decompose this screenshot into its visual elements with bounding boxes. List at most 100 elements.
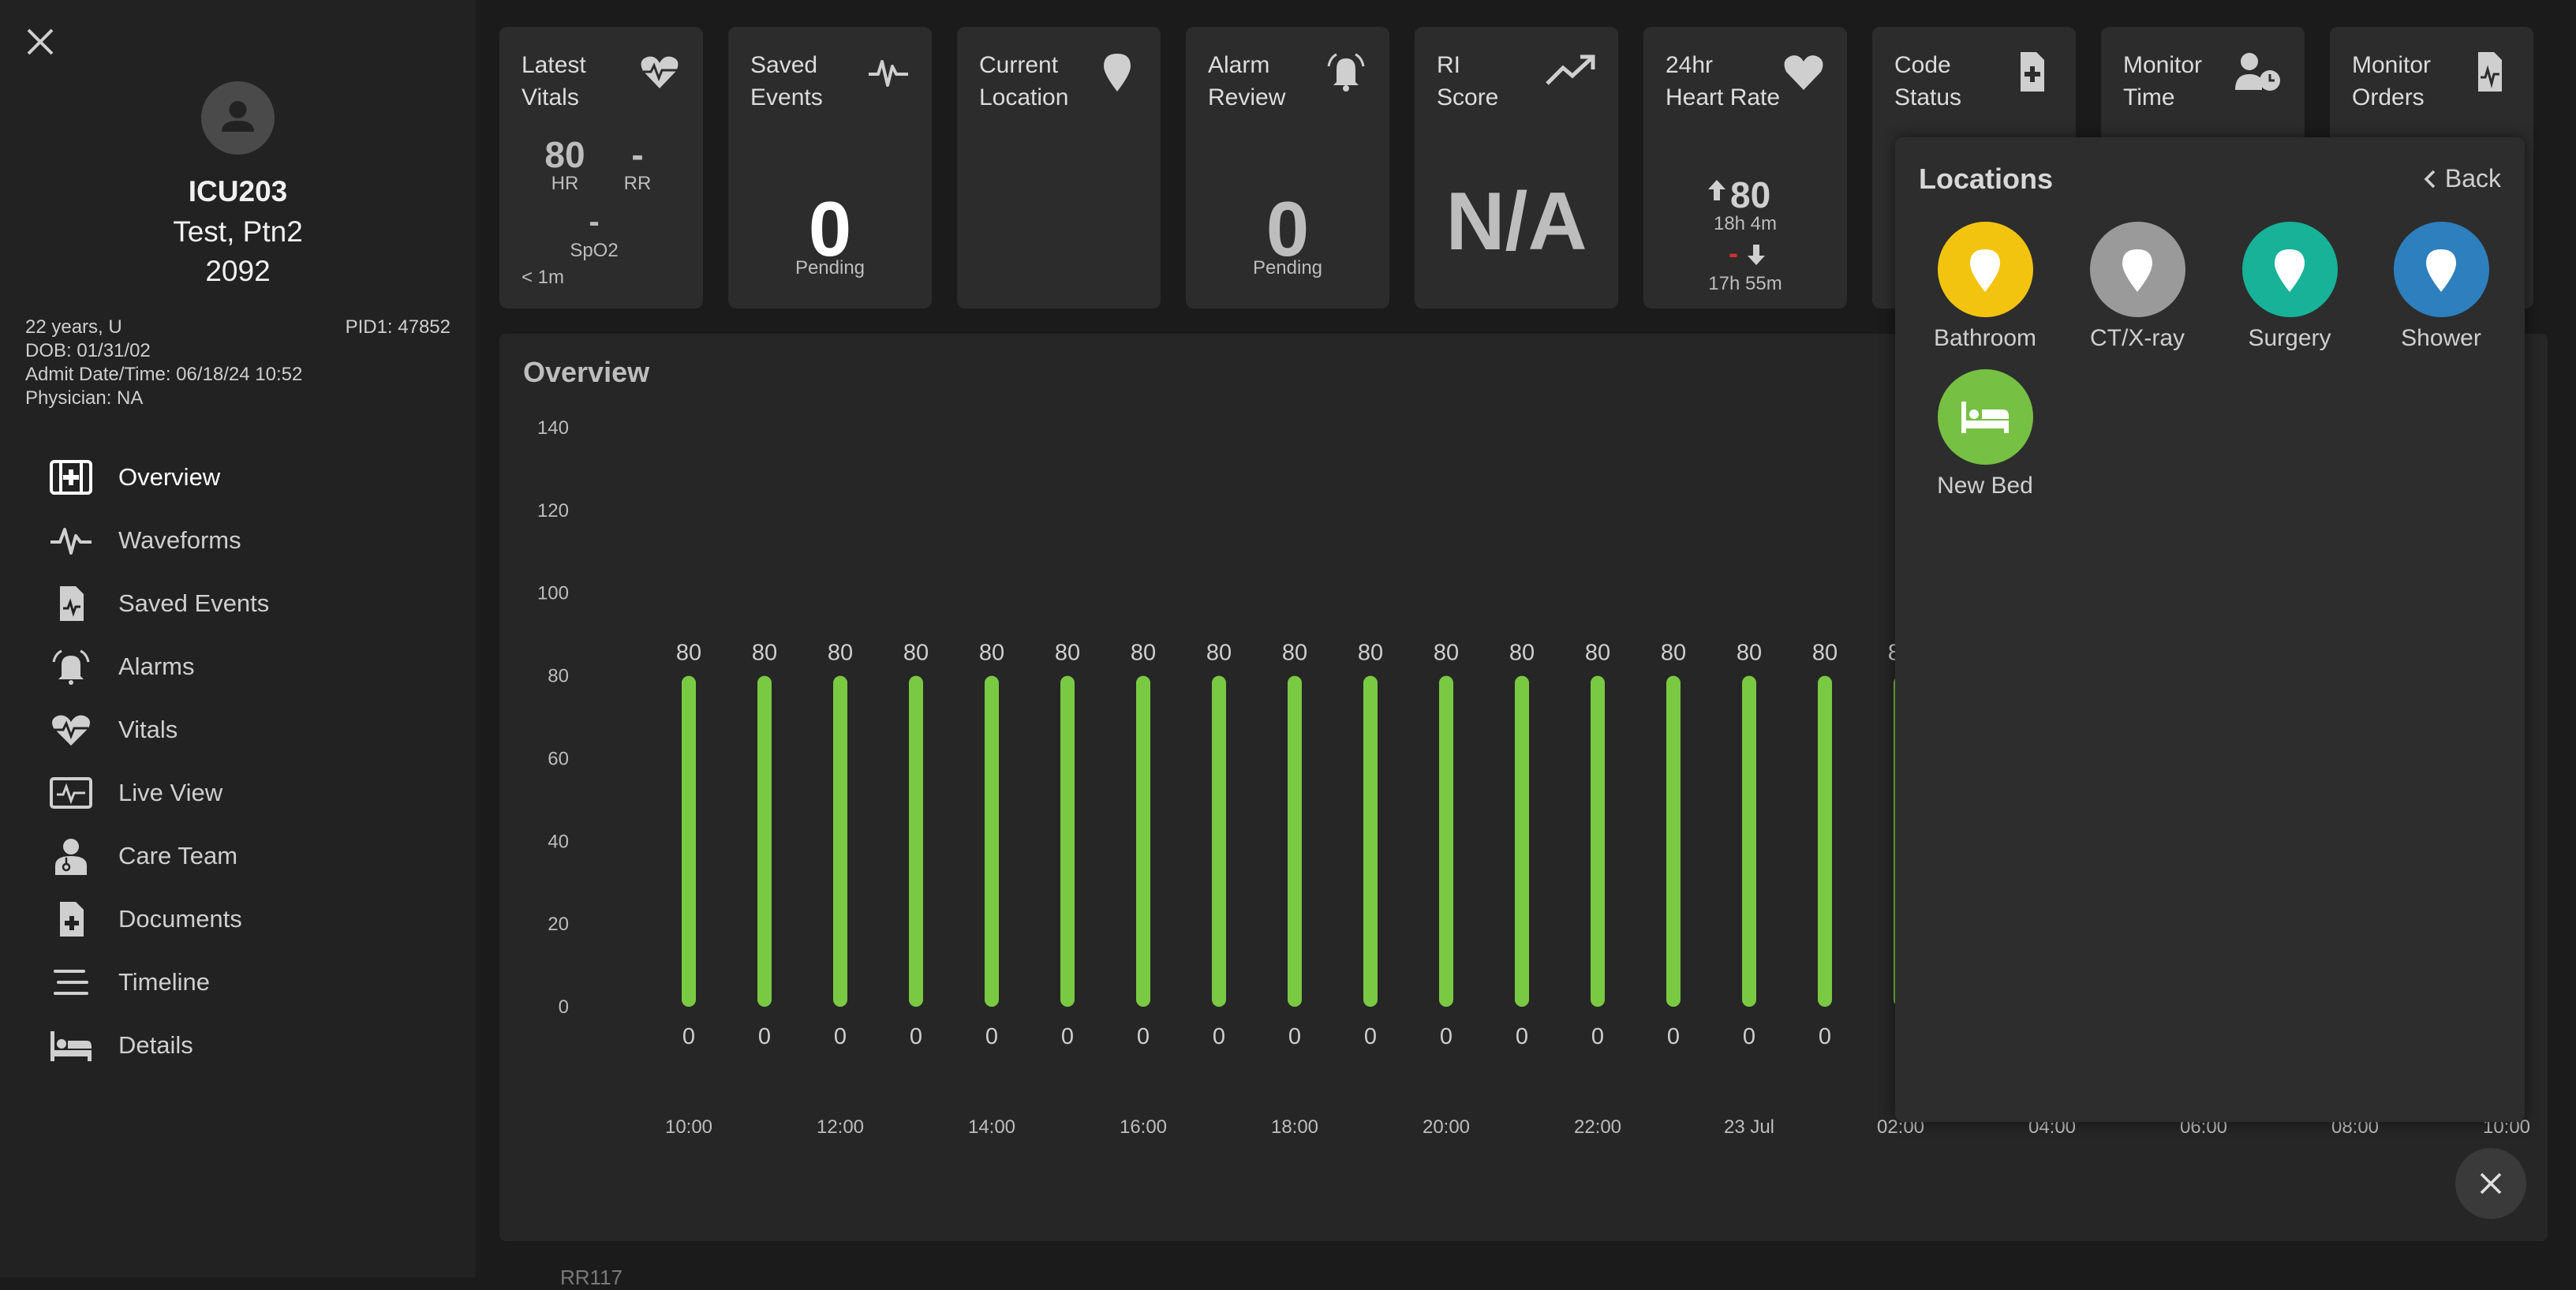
location-circle <box>1937 222 2033 317</box>
spo2-label: SpO2 <box>570 240 619 261</box>
y-tick-label: 60 <box>548 748 569 769</box>
chart-bar[interactable] <box>1515 675 1529 1007</box>
card-saved-events[interactable]: Saved Events 0 Pending <box>728 27 932 308</box>
location-circle <box>1937 369 2033 465</box>
bell-icon <box>49 648 93 686</box>
y-tick-label: 140 <box>537 417 569 439</box>
monitor-icon <box>49 774 93 812</box>
chart-bar[interactable] <box>1288 675 1302 1007</box>
y-tick-label: 0 <box>559 996 569 1018</box>
location-label: Shower <box>2401 325 2481 351</box>
bar-low-label: 0 <box>1288 1024 1301 1049</box>
doctor-icon <box>49 837 93 875</box>
y-tick-label: 120 <box>537 500 569 522</box>
document-plus-icon <box>2021 52 2044 92</box>
chart-bar[interactable] <box>1591 675 1605 1007</box>
nav-item-saved-events[interactable]: Saved Events <box>0 572 476 635</box>
avatar <box>201 81 275 155</box>
nav-label: Care Team <box>118 842 238 869</box>
nav-item-alarms[interactable]: Alarms <box>0 635 476 698</box>
close-fab-button[interactable] <box>2455 1148 2526 1219</box>
medical-kit-icon <box>49 458 93 496</box>
nav-label: Live View <box>118 779 223 806</box>
chart-bar[interactable] <box>1742 675 1756 1007</box>
bar-high-label: 80 <box>1055 641 1080 666</box>
bar-low-label: 0 <box>1591 1024 1604 1049</box>
nav-item-documents[interactable]: Documents <box>0 888 476 951</box>
chart-bar[interactable] <box>1060 675 1075 1007</box>
bar-low-label: 0 <box>1061 1024 1074 1049</box>
card-title: Alarm Review <box>1208 52 1286 110</box>
chart-bar[interactable] <box>985 675 999 1007</box>
hr-low: - <box>1729 237 1738 269</box>
location-label: New Bed <box>1937 473 2033 499</box>
chart-bar[interactable] <box>909 675 923 1007</box>
y-tick-label: 80 <box>548 666 569 687</box>
y-tick-label: 100 <box>537 583 569 604</box>
document-waveform-icon <box>2478 52 2502 92</box>
location-label: CT/X-ray <box>2090 325 2185 351</box>
chart-bar[interactable] <box>1666 675 1681 1007</box>
patient-admit: Admit Date/Time: 06/18/24 10:52 <box>25 364 303 385</box>
nav-item-care-team[interactable]: Care Team <box>0 824 476 888</box>
user-clock-icon <box>2235 53 2280 91</box>
arrow-down-icon <box>1748 245 1765 265</box>
nav-label: Alarms <box>118 652 195 680</box>
x-tick-label: 23 Jul <box>1724 1116 1774 1138</box>
location-shower[interactable]: Shower <box>2374 222 2508 352</box>
card-24hr-heart-rate[interactable]: 24hr Heart Rate 80 18h 4m - 17h 55m <box>1643 27 1847 308</box>
y-tick-label: 40 <box>548 831 569 852</box>
location-pin-icon <box>1104 54 1131 92</box>
card-alarm-review[interactable]: Alarm Review 0 Pending <box>1186 27 1389 308</box>
bar-high-label: 80 <box>828 641 853 666</box>
bar-high-label: 80 <box>979 641 1004 666</box>
nav-item-waveforms[interactable]: Waveforms <box>0 509 476 572</box>
nav-item-live-view[interactable]: Live View <box>0 761 476 824</box>
nav-label: Details <box>118 1031 193 1059</box>
rr-value: - <box>631 134 644 175</box>
nav-item-timeline[interactable]: Timeline <box>0 951 476 1014</box>
x-tick-label: 10:00 <box>665 1116 712 1138</box>
nav-label: Vitals <box>118 716 178 743</box>
bar-high-label: 80 <box>1585 641 1610 666</box>
nav-item-vitals[interactable]: Vitals <box>0 698 476 761</box>
card-title: Saved Events <box>750 52 823 110</box>
sidebar-nav: Overview Waveforms Saved Events Alarms V… <box>0 446 476 1077</box>
chevron-left-icon <box>2424 170 2436 188</box>
nav-item-overview[interactable]: Overview <box>0 446 476 509</box>
spo2-value: - <box>589 204 600 239</box>
heart-pulse-icon <box>641 56 679 88</box>
nav-item-details[interactable]: Details <box>0 1014 476 1077</box>
nav-label: Waveforms <box>118 526 241 554</box>
chart-bar[interactable] <box>757 675 772 1007</box>
chart-bar[interactable] <box>1818 675 1832 1007</box>
chart-bar[interactable] <box>1212 675 1226 1007</box>
chart-bar[interactable] <box>682 675 696 1007</box>
overview-title: Overview <box>523 356 650 388</box>
location-bathroom[interactable]: Bathroom <box>1918 222 2052 352</box>
bar-low-label: 0 <box>834 1024 847 1049</box>
rr-label: RR <box>623 173 652 194</box>
chart-bar[interactable] <box>833 675 847 1007</box>
card-latest-vitals[interactable]: Latest Vitals 80 HR - RR - SpO2 < 1m <box>499 27 703 308</box>
chart-bar[interactable] <box>1439 675 1453 1007</box>
card-title: Monitor Time <box>2123 52 2203 110</box>
back-button[interactable]: Back <box>2421 164 2501 193</box>
location-surgery[interactable]: Surgery <box>2223 222 2357 352</box>
bar-high-label: 80 <box>1206 641 1232 666</box>
chart-bar[interactable] <box>1136 675 1150 1007</box>
location-ct-xray[interactable]: CT/X-ray <box>2070 222 2204 352</box>
chart-bar[interactable] <box>1363 675 1378 1007</box>
card-ri-score[interactable]: RI Score N/A <box>1415 27 1618 308</box>
locations-title: Locations <box>1919 163 2054 195</box>
close-icon[interactable] <box>22 24 58 60</box>
bell-icon <box>1327 53 1365 92</box>
bar-low-label: 0 <box>985 1024 998 1049</box>
card-current-location[interactable]: Current Location <box>957 27 1161 308</box>
bar-high-label: 80 <box>1131 641 1156 666</box>
person-icon <box>222 101 254 132</box>
location-new-bed[interactable]: New Bed <box>1918 369 2052 499</box>
hr-low-time: 17h 55m <box>1708 273 1782 294</box>
hr-value: 80 <box>544 134 585 175</box>
arrow-up-icon <box>1708 180 1725 200</box>
